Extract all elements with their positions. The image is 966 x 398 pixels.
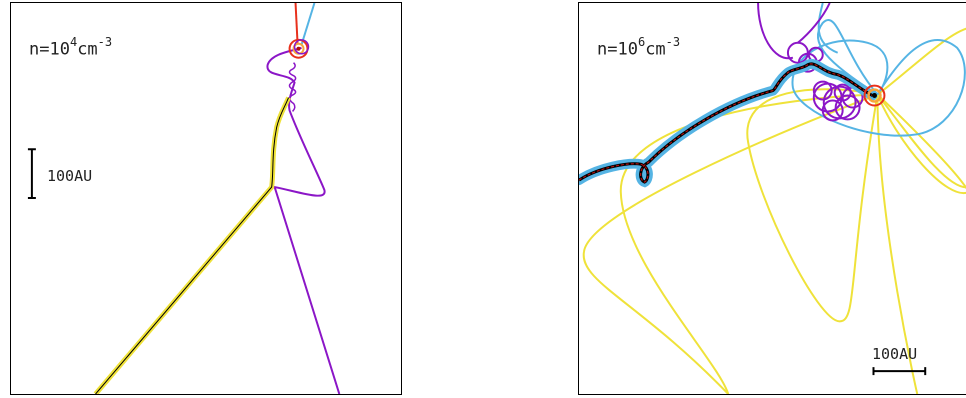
- purple-trajectory: [266, 46, 341, 394]
- yellow-orbit: [876, 93, 966, 195]
- panel-low-density: n=104cm-3 100AU: [10, 2, 402, 395]
- yellow-orbit: [746, 88, 879, 323]
- cyan-orbit: [817, 3, 839, 54]
- purple-orbit: [797, 3, 831, 44]
- trajectory-plot-low-density: [27, 3, 341, 394]
- yellow-trajectory: [93, 96, 291, 394]
- star-cluster-ring: [863, 84, 886, 107]
- purple-loops: [786, 41, 864, 122]
- black-trajectory: [95, 97, 290, 394]
- cyan-orbit: [791, 39, 966, 137]
- density-label: n=104cm-3: [29, 35, 113, 60]
- density-label: n=106cm-3: [597, 35, 681, 60]
- purple-squiggle: [288, 62, 297, 112]
- yellow-orbit: [876, 27, 966, 96]
- purple-orbit: [757, 3, 794, 60]
- yellow-orbit: [619, 93, 878, 394]
- cyan-orbit: [817, 19, 879, 96]
- scale-bar-label: 100AU: [872, 345, 918, 363]
- red-trajectory: [294, 3, 299, 43]
- yellow-orbit: [876, 94, 919, 394]
- scale-bar-label: 100AU: [47, 167, 93, 185]
- yellow-orbit: [582, 93, 878, 394]
- trajectory-plot-high-density: [579, 3, 966, 394]
- star-core: [296, 46, 301, 51]
- star-core: [871, 93, 877, 99]
- main-trajectory-red: [579, 63, 873, 183]
- star-cluster-ring: [867, 88, 882, 103]
- cyan-trajectory: [300, 3, 316, 46]
- star-cluster-ring: [293, 39, 310, 55]
- panel-high-density: n=106cm-3 100AU: [578, 2, 966, 395]
- yellow-orbit: [876, 93, 966, 189]
